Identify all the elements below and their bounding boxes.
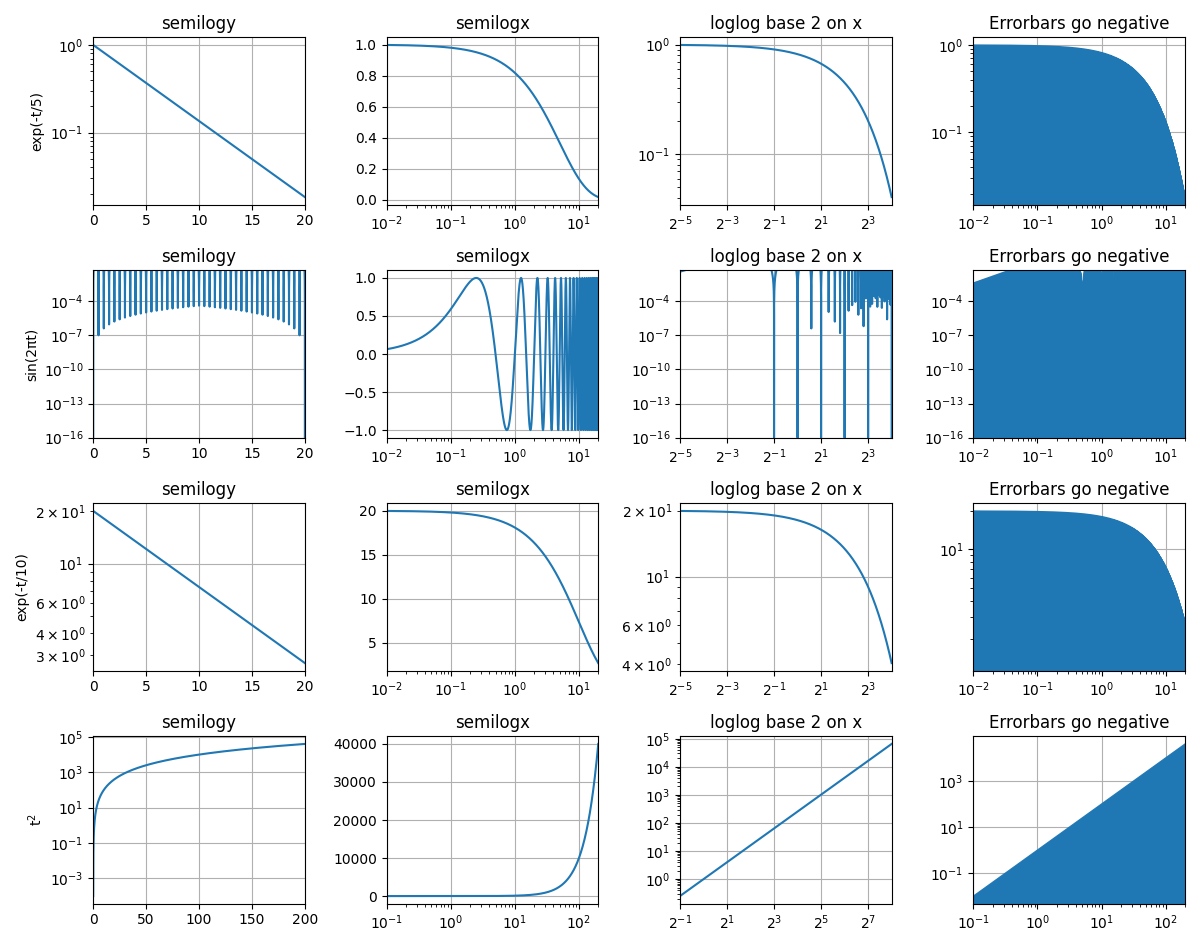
Title: Errorbars go negative: Errorbars go negative	[989, 248, 1170, 266]
Title: semilogy: semilogy	[162, 481, 236, 499]
Title: Errorbars go negative: Errorbars go negative	[989, 15, 1170, 33]
Title: loglog base 2 on x: loglog base 2 on x	[709, 15, 862, 33]
Title: semilogx: semilogx	[455, 248, 530, 266]
Title: semilogx: semilogx	[455, 481, 530, 499]
Y-axis label: exp(-t/10): exp(-t/10)	[14, 552, 29, 621]
Title: Errorbars go negative: Errorbars go negative	[989, 714, 1170, 732]
Title: semilogy: semilogy	[162, 248, 236, 266]
Y-axis label: sin(2πt): sin(2πt)	[24, 328, 38, 381]
Y-axis label: t$^2$: t$^2$	[26, 813, 44, 827]
Title: loglog base 2 on x: loglog base 2 on x	[709, 481, 862, 499]
Title: semilogy: semilogy	[162, 15, 236, 33]
Y-axis label: exp(-t/5): exp(-t/5)	[31, 91, 44, 151]
Title: semilogx: semilogx	[455, 15, 530, 33]
Title: loglog base 2 on x: loglog base 2 on x	[709, 714, 862, 732]
Title: loglog base 2 on x: loglog base 2 on x	[709, 248, 862, 266]
Title: semilogy: semilogy	[162, 714, 236, 732]
Title: Errorbars go negative: Errorbars go negative	[989, 481, 1170, 499]
Title: semilogx: semilogx	[455, 714, 530, 732]
